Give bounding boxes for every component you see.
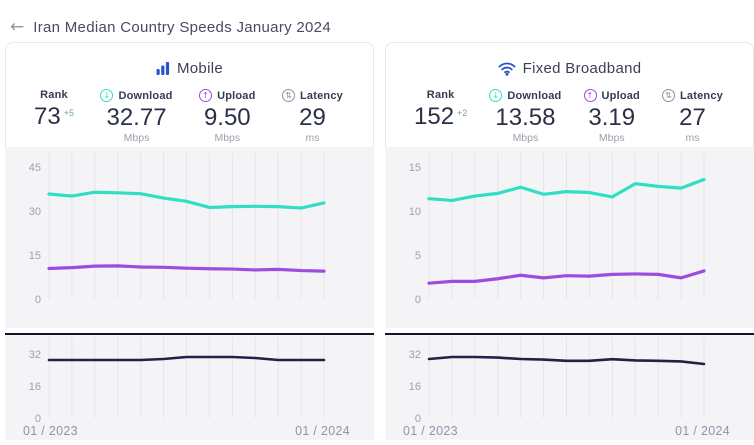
fixed-stats: Rank 152 +2 ↓ Download 13.58 Mbps ↑ Upload … [386,81,753,145]
svg-text:15: 15 [409,162,421,174]
chart-divider [385,333,754,335]
mobile-stats: Rank 73 +5 ↓ Download 32.77 Mbps ↑ Upload 9… [6,81,373,145]
latency-value: 29 [299,104,326,131]
latency-label: Latency [300,89,343,102]
rank-value: 73 +5 [34,103,74,130]
latency-icon: ⇅ [282,89,296,102]
mobile-rank-stat: Rank 73 +5 [34,89,74,145]
svg-text:0: 0 [35,413,41,425]
svg-text:5: 5 [415,250,421,262]
cards-container: Mobile Rank 73 +5 ↓ Download 32.77 Mbps ↑ U… [0,42,754,440]
mobile-latency-stat: ⇅ Latency 29 ms [282,89,343,145]
download-icon: ↓ [489,89,503,102]
mobile-card-header: Mobile Rank 73 +5 ↓ Download 32.77 Mbps ↑ U… [5,42,374,147]
svg-text:32: 32 [29,349,41,361]
fixed-speed-chart: 15 10 5 0 [409,153,706,306]
download-unit: Mbps [123,132,150,145]
svg-text:30: 30 [29,206,41,218]
chart-divider [5,333,374,335]
svg-text:0: 0 [415,294,421,306]
download-icon: ↓ [100,89,114,102]
svg-text:0: 0 [35,294,41,306]
svg-text:01 / 2023: 01 / 2023 [403,424,458,438]
page-title: Iran Median Country Speeds January 2024 [33,18,331,36]
upload-icon: ↑ [583,89,597,102]
fixed-card-title: Fixed Broadband [386,55,753,81]
rank-delta: +2 [457,108,468,118]
mobile-upload-stat: ↑ Upload 9.50 Mbps [199,89,255,145]
latency-label: Latency [680,89,723,102]
rank-label: Rank [40,89,68,101]
download-unit: Mbps [512,132,539,145]
svg-text:32: 32 [409,349,421,361]
fixed-broadband-card: Fixed Broadband Rank 152 +2 ↓ Download 13.… [385,42,754,440]
svg-text:01 / 2023: 01 / 2023 [23,424,78,438]
svg-text:01 / 2024: 01 / 2024 [295,424,350,438]
svg-text:16: 16 [29,381,41,393]
svg-text:45: 45 [29,162,41,174]
upload-unit: Mbps [598,132,625,145]
wifi-icon [498,61,516,76]
upload-label: Upload [217,89,256,102]
fixed-latency-chart-section: 32 16 0 01 / 2023 01 / 2024 [385,335,754,440]
fixed-card-header: Fixed Broadband Rank 152 +2 ↓ Download 13.… [385,42,754,147]
svg-text:15: 15 [29,250,41,262]
mobile-latency-chart: 32 16 001 / 2023 01 / 2024 [23,337,350,438]
fixed-speed-chart-section: 15 10 5 0 [385,147,754,328]
rank-label: Rank [426,89,455,101]
upload-icon: ↑ [199,89,213,102]
mobile-download-stat: ↓ Download 32.77 Mbps [100,89,172,145]
download-label: Download [507,89,562,102]
fixed-rank-stat: Rank 152 +2 [414,89,467,145]
rank-value: 152 +2 [414,103,468,130]
fixed-upload-stat: ↑ Upload 3.19 Mbps [583,89,640,145]
latency-unit: ms [305,132,320,145]
back-button[interactable]: ← [10,16,25,37]
upload-value: 9.50 [203,104,251,131]
fixed-download-stat: ↓ Download 13.58 Mbps [489,89,561,145]
latency-unit: ms [685,132,700,145]
download-label: Download [118,89,173,102]
spacer [385,328,754,333]
mobile-card: Mobile Rank 73 +5 ↓ Download 32.77 Mbps ↑ U… [5,42,374,440]
upload-unit: Mbps [214,132,241,145]
rank-delta: +5 [63,108,74,118]
page-header: ← Iran Median Country Speeds January 202… [0,0,754,42]
spacer [5,328,374,333]
mobile-card-title: Mobile [6,55,373,81]
mobile-latency-chart-section: 32 16 0 01 / 2023 01 / 2024 [5,335,374,440]
latency-value: 27 [679,104,706,131]
svg-text:10: 10 [409,206,421,218]
svg-text:01 / 2024: 01 / 2024 [675,424,730,438]
fixed-latency-stat: ⇅ Latency 27 ms [662,89,723,145]
mobile-speed-chart: 45 30 15 0 [29,153,326,306]
download-value: 13.58 [495,104,556,131]
upload-label: Upload [601,89,640,102]
upload-value: 3.19 [588,104,636,131]
latency-icon: ⇅ [662,89,675,102]
mobile-speed-chart-section: 45 30 15 0 [5,147,374,328]
card-title-label: Mobile [177,59,223,77]
bar-chart-icon [156,61,170,75]
svg-text:16: 16 [409,381,421,393]
svg-text:0: 0 [415,413,421,425]
fixed-latency-chart: 32 16 001 / 2023 01 / 2024 [403,337,730,438]
card-title-label: Fixed Broadband [522,59,642,77]
download-value: 32.77 [106,104,167,131]
